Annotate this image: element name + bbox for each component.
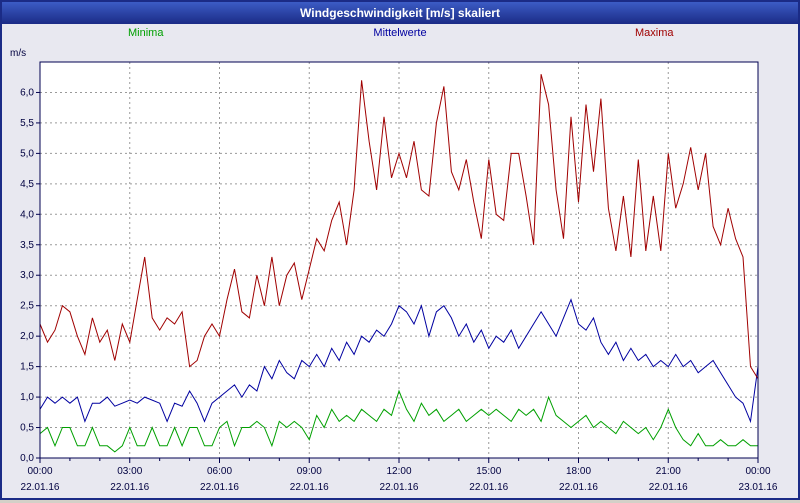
y-tick-label: 2,5 xyxy=(20,301,34,312)
y-tick-label: 4,0 xyxy=(20,209,34,220)
y-tick-label: 1,0 xyxy=(20,392,34,403)
window-title: Windgeschwindigkeit [m/s] skaliert xyxy=(300,6,500,20)
x-tick-date-label: 23.01.16 xyxy=(739,482,778,493)
series-mittelwerte xyxy=(39,298,759,424)
legend-minima-label: Minima xyxy=(128,27,164,39)
y-tick-label: 5,0 xyxy=(20,148,34,159)
x-tick-time-label: 00:00 xyxy=(745,466,770,477)
legend-mittelwerte-label: Mittelwerte xyxy=(373,27,427,39)
y-axis-unit-label: m/s xyxy=(10,48,26,59)
legend-maxima-label: Maxima xyxy=(635,27,674,39)
x-tick-time-label: 00:00 xyxy=(27,466,52,477)
x-tick-time-label: 06:00 xyxy=(207,466,232,477)
y-tick-label: 3,0 xyxy=(20,270,34,281)
y-tick-label: 0,5 xyxy=(20,423,34,434)
x-tick-time-label: 21:00 xyxy=(656,466,681,477)
x-tick-time-label: 09:00 xyxy=(297,466,322,477)
x-tick-date-label: 22.01.16 xyxy=(200,482,239,493)
wind-speed-chart: 0,0 0,5 1,0 1,5 2,0 2,5 3,0 3,5 4,0 4,5 5,0 5,5 6,0 m… xyxy=(10,48,778,493)
y-tick-label: 3,5 xyxy=(20,240,34,251)
x-tick-time-label: 18:00 xyxy=(566,466,591,477)
x-tick-date-label: 22.01.16 xyxy=(559,482,598,493)
series-minima xyxy=(39,389,758,453)
y-tick-label: 5,5 xyxy=(20,118,34,129)
y-tick-label: 0,0 xyxy=(20,453,34,464)
title-bar: Windgeschwindigkeit [m/s] skaliert xyxy=(2,2,798,24)
series-maxima xyxy=(39,74,759,380)
x-tick-date-label: 22.01.16 xyxy=(380,482,419,493)
x-tick-date-label: 22.01.16 xyxy=(110,482,149,493)
y-tick-label: 2,0 xyxy=(20,331,34,342)
x-tick-date-label: 22.01.16 xyxy=(21,482,60,493)
x-tick-date-label: 22.01.16 xyxy=(469,482,508,493)
x-tick-time-label: 12:00 xyxy=(386,466,411,477)
x-tick-date-label: 22.01.16 xyxy=(290,482,329,493)
y-tick-label: 4,5 xyxy=(20,179,34,190)
y-tick-label: 6,0 xyxy=(20,87,34,98)
chart-legend: Minima Mittelwerte Maxima xyxy=(2,24,798,44)
x-tick-time-label: 03:00 xyxy=(117,466,142,477)
x-tick-time-label: 15:00 xyxy=(476,466,501,477)
y-tick-label: 1,5 xyxy=(20,362,34,373)
plot-frame xyxy=(39,61,759,459)
x-tick-date-label: 22.01.16 xyxy=(649,482,688,493)
